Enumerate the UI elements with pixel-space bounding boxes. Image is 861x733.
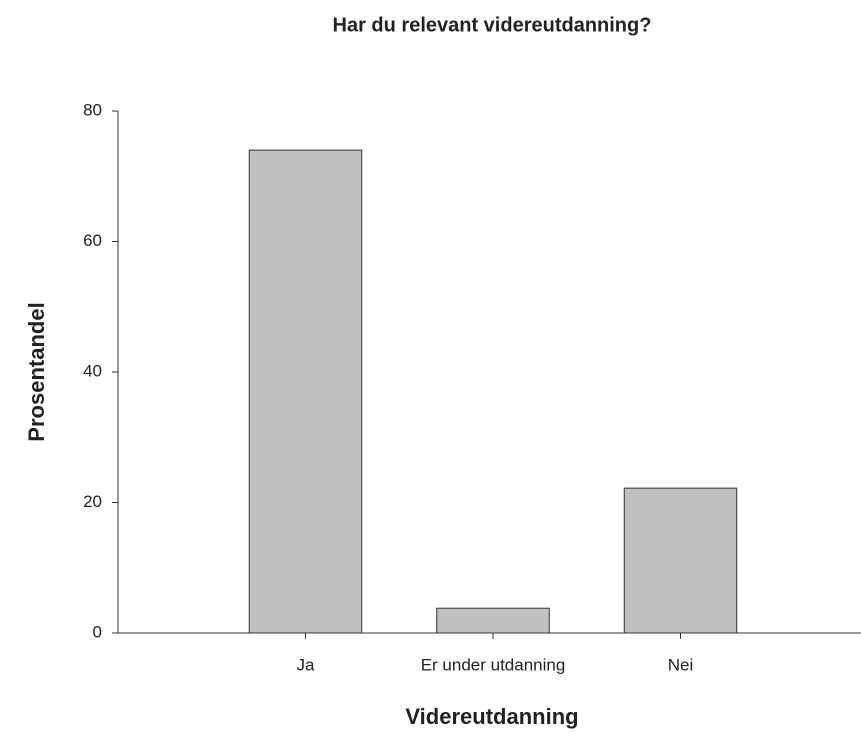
x-tick-label: Ja [297, 655, 316, 674]
y-axis-label: Prosentandel [24, 302, 49, 441]
bar [248, 149, 363, 634]
x-tick-label: Er under utdanning [421, 655, 566, 674]
y-tick-label: 0 [93, 622, 102, 641]
chart-title: Har du relevant videreutdanning? [333, 14, 652, 36]
y-tick-label: 80 [83, 100, 102, 119]
y-tick-label: 60 [83, 231, 102, 250]
bar [623, 487, 738, 634]
bar [436, 607, 550, 634]
x-tick-label: Nei [668, 655, 694, 674]
x-axis-label: Videreutdanning [405, 704, 578, 729]
y-tick-label: 40 [83, 361, 102, 380]
y-tick-label: 20 [83, 492, 102, 511]
